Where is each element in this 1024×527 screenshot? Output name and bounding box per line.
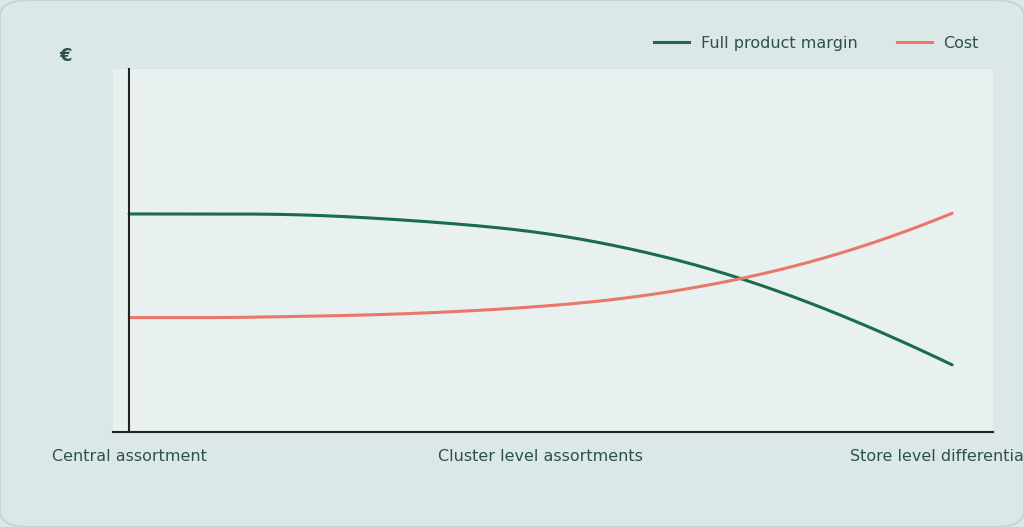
Text: €: € xyxy=(59,47,73,65)
Legend: Full product margin, Cost: Full product margin, Cost xyxy=(648,29,985,57)
